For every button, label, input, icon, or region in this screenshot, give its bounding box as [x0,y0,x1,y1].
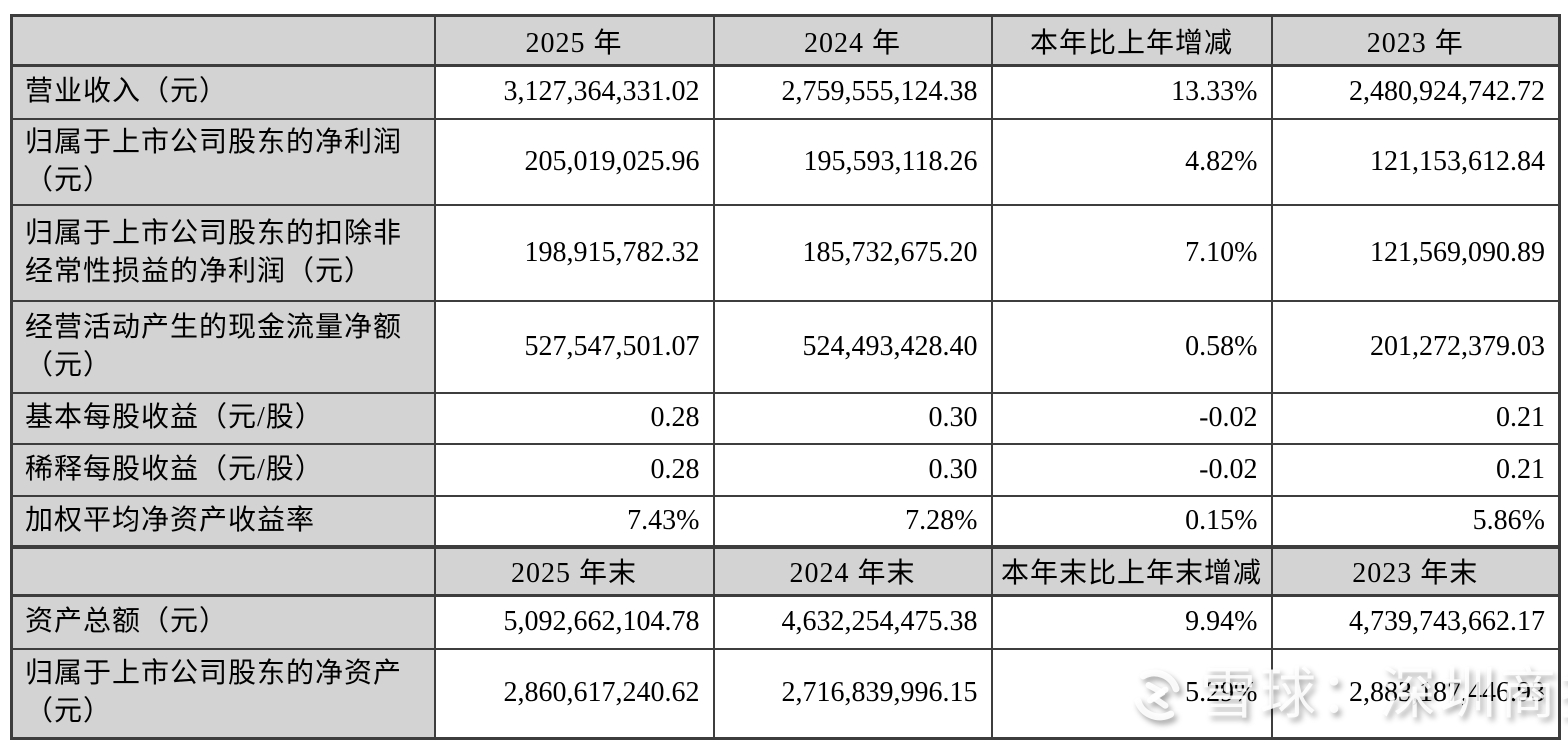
row-net-assets: 归属于上市公司股东的净资产（元） 2,860,617,240.62 2,716,… [10,647,1561,740]
cell-diluted-eps-2023: 0.21 [1270,442,1561,497]
financial-summary-table: 2025 年 2024 年 本年比上年增减 2023 年 营业收入（元） 3,1… [10,14,1561,740]
cell-revenue-change: 13.33% [990,64,1273,120]
annual-header-empty [10,14,436,67]
cell-total-assets-change: 9.94% [990,594,1273,650]
row-label-net-assets: 归属于上市公司股东的净资产（元） [10,647,436,740]
row-label-total-assets: 资产总额（元） [10,594,436,650]
cell-revenue-2023: 2,480,924,742.72 [1270,64,1561,120]
row-operating-cash-flow: 经营活动产生的现金流量净额（元） 527,547,501.07 524,493,… [10,299,1561,394]
cell-weighted-roe-2024: 7.28% [712,494,993,548]
yearend-header-2025: 2025 年末 [433,544,715,597]
cell-net-assets-2023: 2,883,187,446.93 [1270,647,1561,740]
yearend-header-change: 本年末比上年末增减 [990,544,1273,597]
row-deducted-net-profit: 归属于上市公司股东的扣除非经常性损益的净利润（元） 198,915,782.32… [10,203,1561,302]
cell-deducted-net-profit-change: 7.10% [990,203,1273,302]
cell-deducted-net-profit-2023: 121,569,090.89 [1270,203,1561,302]
cell-diluted-eps-2024: 0.30 [712,442,993,497]
cell-net-assets-2025: 2,860,617,240.62 [433,647,715,740]
row-diluted-eps: 稀释每股收益（元/股） 0.28 0.30 -0.02 0.21 [10,442,1561,497]
cell-net-assets-change: 5.29% [990,647,1273,740]
cell-total-assets-2024: 4,632,254,475.38 [712,594,993,650]
cell-operating-cash-flow-2024: 524,493,428.40 [712,299,993,394]
cell-basic-eps-2024: 0.30 [712,391,993,445]
row-weighted-roe: 加权平均净资产收益率 7.43% 7.28% 0.15% 5.86% [10,494,1561,548]
cell-weighted-roe-2023: 5.86% [1270,494,1561,548]
cell-revenue-2025: 3,127,364,331.02 [433,64,715,120]
row-label-weighted-roe: 加权平均净资产收益率 [10,494,436,548]
cell-operating-cash-flow-2023: 201,272,379.03 [1270,299,1561,394]
cell-diluted-eps-2025: 0.28 [433,442,715,497]
cell-net-profit-change: 4.82% [990,117,1273,206]
cell-total-assets-2025: 5,092,662,104.78 [433,594,715,650]
annual-header-2023: 2023 年 [1270,14,1561,67]
cell-basic-eps-change: -0.02 [990,391,1273,445]
row-total-assets: 资产总额（元） 5,092,662,104.78 4,632,254,475.3… [10,594,1561,650]
cell-net-assets-2024: 2,716,839,996.15 [712,647,993,740]
cell-basic-eps-2023: 0.21 [1270,391,1561,445]
cell-operating-cash-flow-2025: 527,547,501.07 [433,299,715,394]
yearend-header-2024: 2024 年末 [712,544,993,597]
row-net-profit: 归属于上市公司股东的净利润（元） 205,019,025.96 195,593,… [10,117,1561,206]
yearend-header-row: 2025 年末 2024 年末 本年末比上年末增减 2023 年末 [10,544,1561,597]
cell-revenue-2024: 2,759,555,124.38 [712,64,993,120]
results-table: 2025 年 2024 年 本年比上年增减 2023 年 营业收入（元） 3,1… [10,14,1561,740]
row-revenue: 营业收入（元） 3,127,364,331.02 2,759,555,124.3… [10,64,1561,120]
annual-header-2025: 2025 年 [433,14,715,67]
row-label-net-profit: 归属于上市公司股东的净利润（元） [10,117,436,206]
yearend-header-empty [10,544,436,597]
cell-weighted-roe-2025: 7.43% [433,494,715,548]
row-label-deducted-net-profit: 归属于上市公司股东的扣除非经常性损益的净利润（元） [10,203,436,302]
cell-weighted-roe-change: 0.15% [990,494,1273,548]
cell-total-assets-2023: 4,739,743,662.17 [1270,594,1561,650]
cell-basic-eps-2025: 0.28 [433,391,715,445]
annual-header-change: 本年比上年增减 [990,14,1273,67]
row-label-operating-cash-flow: 经营活动产生的现金流量净额（元） [10,299,436,394]
cell-net-profit-2024: 195,593,118.26 [712,117,993,206]
cell-net-profit-2023: 121,153,612.84 [1270,117,1561,206]
row-label-diluted-eps: 稀释每股收益（元/股） [10,442,436,497]
annual-header-2024: 2024 年 [712,14,993,67]
row-basic-eps: 基本每股收益（元/股） 0.28 0.30 -0.02 0.21 [10,391,1561,445]
cell-deducted-net-profit-2025: 198,915,782.32 [433,203,715,302]
row-label-basic-eps: 基本每股收益（元/股） [10,391,436,445]
cell-operating-cash-flow-change: 0.58% [990,299,1273,394]
annual-header-row: 2025 年 2024 年 本年比上年增减 2023 年 [10,14,1561,67]
cell-deducted-net-profit-2024: 185,732,675.20 [712,203,993,302]
row-label-revenue: 营业收入（元） [10,64,436,120]
cell-net-profit-2025: 205,019,025.96 [433,117,715,206]
yearend-header-2023: 2023 年末 [1270,544,1561,597]
cell-diluted-eps-change: -0.02 [990,442,1273,497]
